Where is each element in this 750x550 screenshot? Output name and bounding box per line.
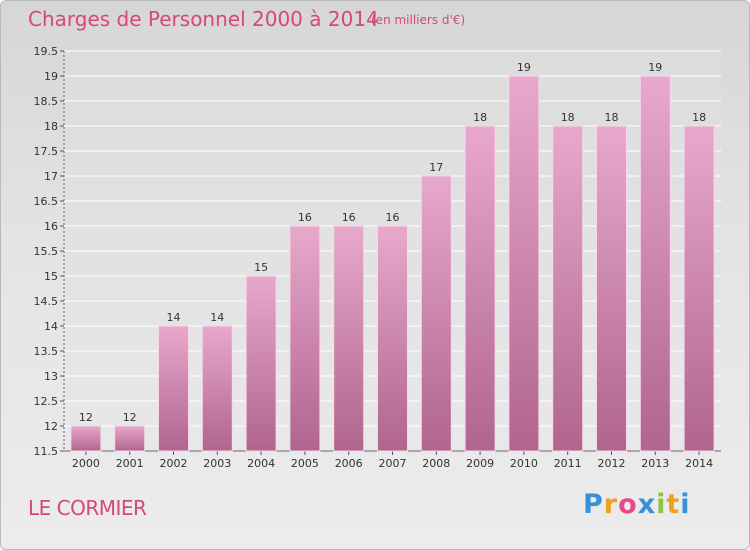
bar-value-label: 12 <box>123 411 137 424</box>
logo-letter: P <box>583 489 604 520</box>
bar-value-label: 17 <box>429 161 443 174</box>
x-tick-label: 2013 <box>641 457 669 470</box>
bar-value-label: 16 <box>342 211 356 224</box>
logo-letter: r <box>603 489 619 520</box>
y-tick-label: 14.5 <box>34 295 59 308</box>
logo-letter: i <box>656 489 667 520</box>
x-tick-label: 2014 <box>685 457 713 470</box>
logo-letter: i <box>680 489 691 520</box>
bar-value-label: 18 <box>605 111 619 124</box>
y-tick-label: 18 <box>44 120 58 133</box>
y-tick-label: 12 <box>44 420 58 433</box>
y-tick-label: 19 <box>44 70 58 83</box>
y-tick-label: 11.5 <box>34 445 59 458</box>
bar <box>114 425 146 452</box>
y-tick-label: 18.5 <box>34 95 59 108</box>
logo-letter: t <box>666 489 681 520</box>
chart-title: Charges de Personnel 2000 à 2014 <box>28 7 379 31</box>
y-tick-label: 13.5 <box>34 345 59 358</box>
bar-value-label: 19 <box>517 61 531 74</box>
bar <box>201 325 233 452</box>
x-tick-label: 2006 <box>335 457 363 470</box>
bar <box>377 225 408 452</box>
y-tick-label: 15.5 <box>34 245 59 258</box>
x-tick-label: 2007 <box>379 457 407 470</box>
bar-value-label: 18 <box>473 111 487 124</box>
bar-value-label: 14 <box>167 311 181 324</box>
x-tick-label: 2004 <box>247 457 275 470</box>
y-tick-label: 13 <box>44 370 58 383</box>
bar-value-label: 19 <box>648 61 662 74</box>
logo-letter: o <box>618 489 638 520</box>
bar-value-label: 14 <box>210 311 224 324</box>
x-tick-label: 2011 <box>554 457 582 470</box>
x-tick-label: 2001 <box>116 457 144 470</box>
y-tick-label: 15 <box>44 270 58 283</box>
x-tick-label: 2009 <box>466 457 494 470</box>
bar <box>245 275 277 452</box>
chart-subtitle: (en milliers d'€) <box>371 13 466 27</box>
y-tick-label: 17.5 <box>34 145 59 158</box>
bar <box>333 225 365 452</box>
bar <box>289 225 321 452</box>
x-tick-label: 2000 <box>72 457 100 470</box>
proxiti-logo: Proxiti <box>583 489 691 520</box>
x-tick-label: 2012 <box>598 457 626 470</box>
x-tick-label: 2003 <box>203 457 231 470</box>
bar <box>508 75 540 452</box>
bar <box>683 125 715 452</box>
bar <box>420 175 452 452</box>
x-tick-label: 2002 <box>160 457 188 470</box>
x-tick-label: 2005 <box>291 457 319 470</box>
y-tick-label: 12.5 <box>34 395 59 408</box>
bar <box>464 125 496 452</box>
y-tick-label: 16.5 <box>34 195 59 208</box>
logo-letter: x <box>637 489 657 520</box>
bar-value-label: 18 <box>692 111 706 124</box>
bar-value-label: 16 <box>298 211 312 224</box>
y-tick-label: 16 <box>44 220 58 233</box>
bar-value-label: 15 <box>254 261 268 274</box>
bar-value-label: 16 <box>386 211 400 224</box>
bar-value-label: 12 <box>79 411 93 424</box>
x-tick-label: 2010 <box>510 457 538 470</box>
bar <box>596 125 627 452</box>
bar-value-label: 18 <box>561 111 575 124</box>
commune-name: LE CORMIER <box>28 496 147 520</box>
bar <box>552 125 584 452</box>
bar <box>639 75 671 452</box>
x-tick-label: 2008 <box>422 457 450 470</box>
y-tick-label: 14 <box>44 320 58 333</box>
bar <box>158 325 189 452</box>
y-tick-label: 19.5 <box>34 45 59 58</box>
y-tick-label: 17 <box>44 170 58 183</box>
bar <box>70 425 102 452</box>
